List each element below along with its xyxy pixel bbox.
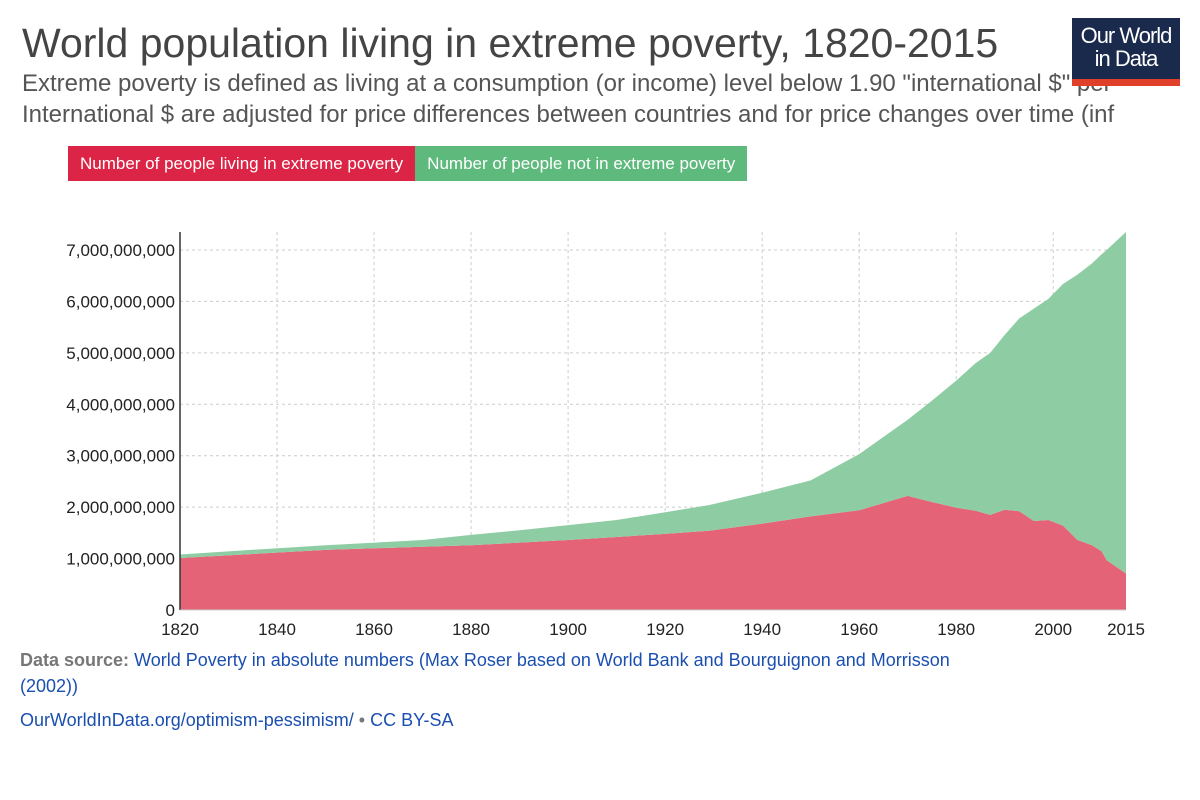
x-tick-label: 2000 — [1034, 620, 1072, 639]
x-tick-label: 1860 — [355, 620, 393, 639]
y-tick-label: 5,000,000,000 — [66, 344, 175, 363]
y-tick-label: 1,000,000,000 — [66, 550, 175, 569]
y-tick-label: 6,000,000,000 — [66, 292, 175, 311]
data-source-label: Data source: — [20, 650, 130, 670]
legend-item-not-poverty[interactable]: Number of people not in extreme poverty — [415, 146, 748, 181]
x-tick-label: 1980 — [937, 620, 975, 639]
x-tick-label: 1880 — [452, 620, 490, 639]
chart-title: World population living in extreme pover… — [22, 20, 999, 66]
y-tick-label: 2,000,000,000 — [66, 498, 175, 517]
x-tick-label: 1940 — [743, 620, 781, 639]
legend-item-poverty[interactable]: Number of people living in extreme pover… — [68, 146, 416, 181]
legend: Number of people living in extreme pover… — [68, 146, 748, 181]
separator: • — [358, 710, 366, 730]
data-source-line: Data source: World Poverty in absolute n… — [20, 650, 950, 671]
y-tick-label: 7,000,000,000 — [66, 241, 175, 260]
y-tick-label: 3,000,000,000 — [66, 447, 175, 466]
data-source-link[interactable]: World Poverty in absolute numbers (Max R… — [134, 650, 950, 670]
url-line: OurWorldInData.org/optimism-pessimism/ •… — [20, 710, 453, 731]
data-source-link-cont[interactable]: (2002)) — [20, 676, 79, 696]
y-tick-label: 0 — [166, 601, 175, 620]
logo-line-1: Our World — [1080, 23, 1173, 48]
page-url-link[interactable]: OurWorldInData.org/optimism-pessimism/ — [20, 710, 354, 730]
x-tick-label: 2015 — [1107, 620, 1145, 639]
owid-logo[interactable]: Our World in Data — [1072, 18, 1180, 86]
x-tick-label: 1840 — [258, 620, 296, 639]
license-link[interactable]: CC BY-SA — [370, 710, 454, 730]
logo-strip — [1072, 79, 1180, 86]
x-tick-label: 1960 — [840, 620, 878, 639]
y-tick-label: 4,000,000,000 — [66, 395, 175, 414]
x-tick-label: 1900 — [549, 620, 587, 639]
x-tick-label: 1820 — [161, 620, 199, 639]
area-series-poverty — [180, 495, 1126, 610]
x-tick-label: 1920 — [646, 620, 684, 639]
area-series-not-poverty — [180, 232, 1126, 574]
logo-line-2: in Data — [1094, 46, 1159, 71]
chart-subtitle-line-2: International $ are adjusted for price d… — [22, 101, 1115, 128]
chart-subtitle-line-1: Extreme poverty is defined as living at … — [22, 70, 1112, 97]
